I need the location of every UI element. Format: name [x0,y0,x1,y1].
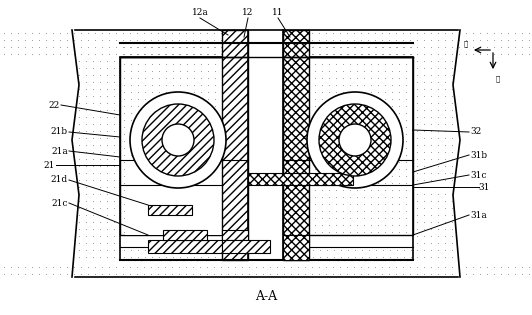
Text: A-A: A-A [255,290,277,303]
Bar [222,230,248,240]
Text: 21c: 21c [52,198,68,208]
Text: 12: 12 [242,8,254,17]
Circle shape [339,124,371,156]
Bar [222,30,248,260]
Bar [222,240,270,253]
Circle shape [142,104,214,176]
Text: 21d: 21d [51,175,68,185]
Text: 12a: 12a [192,8,209,17]
Circle shape [162,124,194,156]
Text: 右: 右 [496,75,500,82]
Bar [125,160,222,235]
Bar [283,30,309,260]
Bar [283,235,309,260]
Text: 31b: 31b [470,151,487,159]
Text: 21b: 21b [51,128,68,136]
Bar [120,57,248,235]
Bar [120,57,413,260]
Text: 21a: 21a [51,146,68,156]
Bar [163,230,207,240]
Circle shape [307,92,403,188]
Text: 11: 11 [272,8,284,17]
Text: 31a: 31a [470,210,487,220]
Bar [283,30,309,57]
Text: 32: 32 [470,128,481,136]
Bar [248,30,283,260]
Bar [148,205,192,215]
Bar [283,57,413,235]
Text: 前: 前 [464,40,468,47]
Circle shape [130,92,226,188]
Text: 22: 22 [49,100,60,110]
Text: 21: 21 [44,161,55,169]
Bar [222,30,248,57]
Circle shape [319,104,391,176]
Text: 31: 31 [478,182,489,192]
Bar [148,240,222,253]
Text: 31c: 31c [470,170,486,180]
Bar [248,173,353,185]
